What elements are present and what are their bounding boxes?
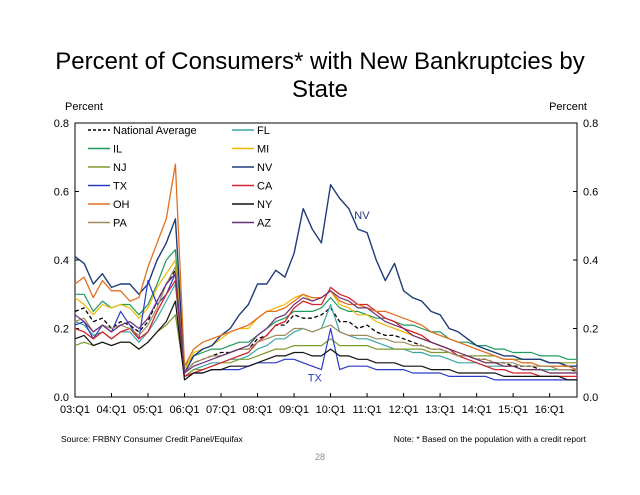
series-line — [74, 266, 577, 374]
series-line — [74, 273, 577, 374]
legend-item: NY — [232, 199, 273, 211]
legend-label: TX — [113, 181, 128, 193]
y-tick-label-right: 0.4 — [583, 255, 598, 267]
legend-item: CA — [232, 181, 273, 193]
x-tick-label: 07:Q1 — [206, 404, 236, 416]
legend: National Average FL IL MI NJ NV TX CA OH NY PA AZ — [88, 125, 273, 230]
x-tick-label: 12:Q1 — [389, 404, 419, 416]
x-tick-label: 06:Q1 — [170, 404, 200, 416]
legend-item: MI — [232, 144, 269, 156]
source-note: Source: FRBNY Consumer Credit Panel/Equi… — [61, 434, 243, 444]
x-tick-label: 16:Q1 — [535, 404, 565, 416]
series-line — [74, 183, 577, 374]
legend-label: OH — [113, 199, 130, 211]
legend-item: AZ — [232, 218, 271, 230]
legend-label: MI — [257, 144, 269, 156]
footnote: Note: * Based on the population with a c… — [394, 434, 587, 444]
legend-item: TX — [88, 181, 128, 193]
series-line — [74, 279, 577, 378]
series-line — [74, 269, 578, 374]
series-line — [74, 300, 577, 381]
y-tick-label-left: 0.6 — [54, 187, 69, 199]
legend-label: NV — [257, 162, 273, 174]
legend-item: IL — [88, 144, 122, 156]
series-annotation: TX — [308, 373, 323, 385]
legend-label: NJ — [113, 162, 126, 174]
y-tick-label-left: 0.0 — [54, 392, 69, 404]
y-tick-label-right: 0.8 — [583, 118, 598, 130]
x-tick-label: 09:Q1 — [279, 404, 309, 416]
series-line — [75, 249, 577, 367]
legend-item: PA — [88, 218, 128, 230]
chart-title-line-1: Percent of Consumers* with New Bankruptc… — [55, 48, 585, 75]
y-tick-label-right: 0.0 — [583, 392, 598, 404]
legend-item: NV — [232, 162, 273, 174]
y-tick-label-right: 0.2 — [583, 324, 598, 336]
x-tick-label: 03:Q1 — [60, 404, 90, 416]
x-tick-label: 11:Q1 — [352, 404, 381, 416]
y-axis-label-left: Percent — [65, 101, 103, 113]
x-tick-label: 15:Q1 — [498, 404, 528, 416]
legend-label: CA — [257, 181, 273, 193]
x-tick-label: 14:Q1 — [462, 404, 492, 416]
legend-item: FL — [232, 125, 270, 137]
chart-title-line-2: State — [291, 76, 349, 103]
legend-label: IL — [113, 144, 122, 156]
legend-label: NY — [257, 199, 273, 211]
series-line — [74, 314, 577, 377]
legend-label: FL — [257, 125, 270, 137]
x-tick-label: 10:Q1 — [316, 404, 346, 416]
series-annotation: NV — [354, 210, 370, 222]
y-tick-label-left: 0.4 — [54, 255, 69, 267]
y-axis-label-right: Percent — [549, 101, 587, 113]
page-number: 28 — [315, 452, 325, 462]
legend-label: National Average — [113, 125, 197, 137]
legend-label: PA — [113, 218, 128, 230]
y-tick-label-left: 0.2 — [54, 324, 69, 336]
x-tick-label: 04:Q1 — [97, 404, 127, 416]
legend-item: NJ — [88, 162, 126, 174]
legend-label: AZ — [257, 218, 271, 230]
series-line — [74, 283, 577, 377]
x-tick-label: 05:Q1 — [133, 404, 163, 416]
y-tick-label-right: 0.6 — [583, 187, 598, 199]
legend-item: OH — [88, 199, 130, 211]
legend-item: National Average — [88, 125, 197, 137]
x-tick-label: 13:Q1 — [425, 404, 455, 416]
y-tick-label-left: 0.8 — [54, 118, 69, 130]
x-tick-label: 08:Q1 — [243, 404, 273, 416]
